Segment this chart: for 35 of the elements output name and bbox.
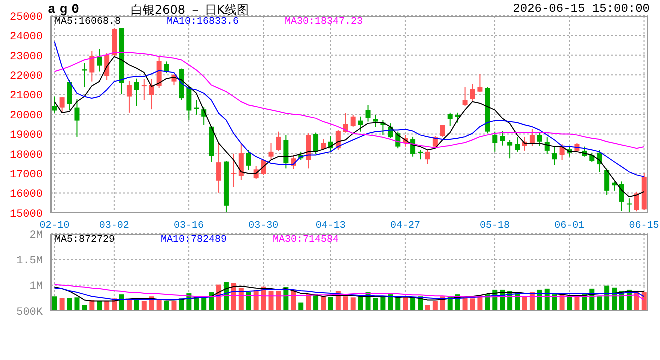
text: MA10:782489	[161, 235, 228, 246]
text: MA30:18347.23	[285, 17, 364, 28]
text: MA5:872729	[55, 235, 116, 246]
y-tick-label: 500K	[16, 306, 44, 319]
x-tick-label: 06-15	[629, 221, 660, 232]
x-tick-label: 04-13	[316, 221, 346, 232]
y-tick-label: 24000	[10, 32, 43, 44]
y-tick-label: 20000	[10, 110, 43, 122]
x-tick-label: 03-16	[174, 221, 204, 232]
y-tick-label: 17000	[10, 170, 43, 182]
y-tick-label: 23000	[10, 51, 43, 64]
y-tick-label: 25000	[10, 12, 43, 24]
y-tick-label: 15000	[10, 208, 43, 221]
text: MA10:16833.6	[167, 17, 240, 28]
y-tick-label: 22000	[10, 71, 43, 84]
y-tick-label: 16000	[10, 189, 43, 202]
text: MA5:16068.8	[55, 17, 122, 28]
annotation: ag0	[48, 2, 84, 17]
text: 2026-06-15 15:00:00	[513, 2, 650, 16]
x-tick-label: 03-02	[99, 221, 130, 232]
text: MA30:714584	[273, 235, 340, 246]
x-tick-label: 06-01	[554, 221, 585, 232]
x-tick-label: 04-27	[390, 221, 420, 232]
chart-title: 白银2608 － 日K线图	[130, 3, 250, 17]
candlestick	[231, 154, 236, 187]
y-tick-label: 2M	[30, 230, 43, 242]
candlestick	[82, 63, 88, 88]
y-tick-label: 18000	[10, 150, 43, 162]
x-tick-label: 05-18	[480, 221, 510, 232]
y-tick-label: 21000	[10, 90, 43, 103]
y-tick-label: 1.5M	[16, 256, 43, 268]
y-tick-label: 1M	[30, 281, 43, 294]
y-tick-label: 19000	[10, 130, 43, 142]
candlestick	[626, 198, 632, 212]
x-tick-label: 03-30	[248, 221, 279, 232]
